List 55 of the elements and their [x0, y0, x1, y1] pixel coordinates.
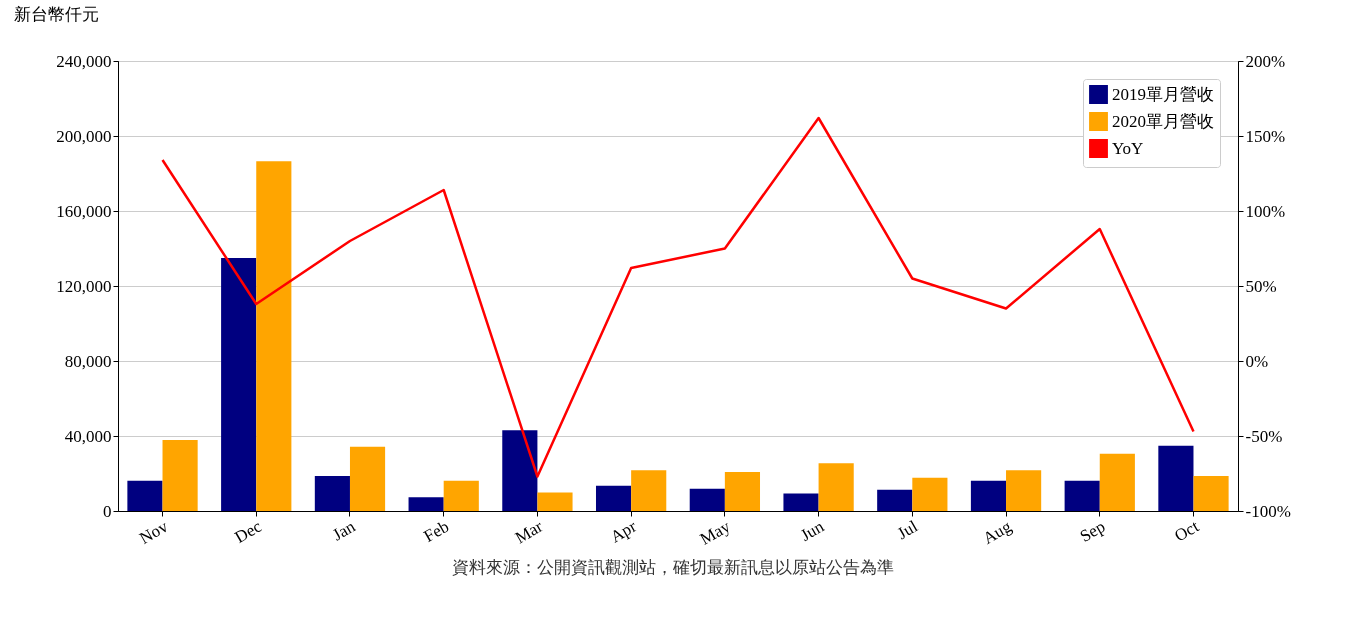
bar	[689, 488, 725, 511]
y-tick-label: 200,000	[56, 126, 112, 146]
y-tick-label: 40,000	[64, 426, 112, 446]
y2-tick-label: 150%	[1245, 126, 1286, 146]
x-tick-label: Jan	[329, 516, 359, 545]
bar	[1193, 475, 1229, 511]
x-tick-label: Jun	[797, 516, 828, 546]
y2-tick-label: 50%	[1245, 276, 1277, 296]
y-tick-label: 120,000	[56, 276, 112, 296]
y-tick-label: 80,000	[64, 351, 112, 371]
x-tick-label: Oct	[1171, 516, 1203, 546]
bar	[631, 470, 667, 511]
legend-label: 2020單月營收	[1112, 111, 1214, 131]
y-tick-label: 240,000	[56, 51, 112, 71]
y-tick-label: 0	[103, 501, 112, 521]
bar	[408, 497, 444, 511]
source-note: 資料來源：公開資訊觀測站，確切最新訊息以原站公告為準	[452, 557, 894, 577]
bar	[1099, 453, 1135, 511]
legend-label: 2019單月營收	[1112, 84, 1214, 104]
bar	[877, 489, 913, 511]
bar	[502, 430, 538, 511]
bar	[162, 439, 198, 511]
x-tick-label: Apr	[607, 516, 640, 547]
x-tick-label: Sep	[1076, 516, 1109, 546]
y-tick-label: 160,000	[56, 201, 112, 221]
bar	[912, 477, 948, 511]
x-tick-label: Jul	[894, 516, 922, 544]
y2-tick-label: -100%	[1245, 501, 1291, 521]
bar	[314, 475, 350, 511]
y2-tick-label: 200%	[1245, 51, 1286, 71]
x-tick-label: Aug	[979, 516, 1015, 548]
bar	[256, 161, 292, 511]
bar	[221, 257, 257, 511]
y2-tick-label: 0%	[1245, 351, 1269, 371]
bar	[724, 472, 761, 511]
bar	[1064, 480, 1100, 511]
bar	[1158, 445, 1194, 511]
y-axis-title: 新台幣仟元	[13, 4, 99, 24]
bar	[595, 485, 632, 511]
bar	[127, 480, 163, 511]
x-tick-label: Nov	[136, 516, 172, 548]
bar	[783, 493, 819, 511]
x-tick-label: Mar	[511, 516, 547, 548]
y2-tick-label: -50%	[1245, 426, 1283, 446]
x-tick-label: Feb	[420, 516, 453, 546]
bar	[443, 480, 479, 511]
bar	[349, 446, 386, 511]
bar	[1006, 470, 1042, 511]
x-tick-label: May	[696, 516, 734, 549]
bar	[818, 463, 854, 511]
x-tick-label: Dec	[231, 516, 266, 547]
bar	[537, 492, 573, 511]
y2-tick-label: 100%	[1245, 201, 1286, 221]
legend-label: YoY	[1112, 138, 1144, 158]
bar	[970, 480, 1007, 511]
